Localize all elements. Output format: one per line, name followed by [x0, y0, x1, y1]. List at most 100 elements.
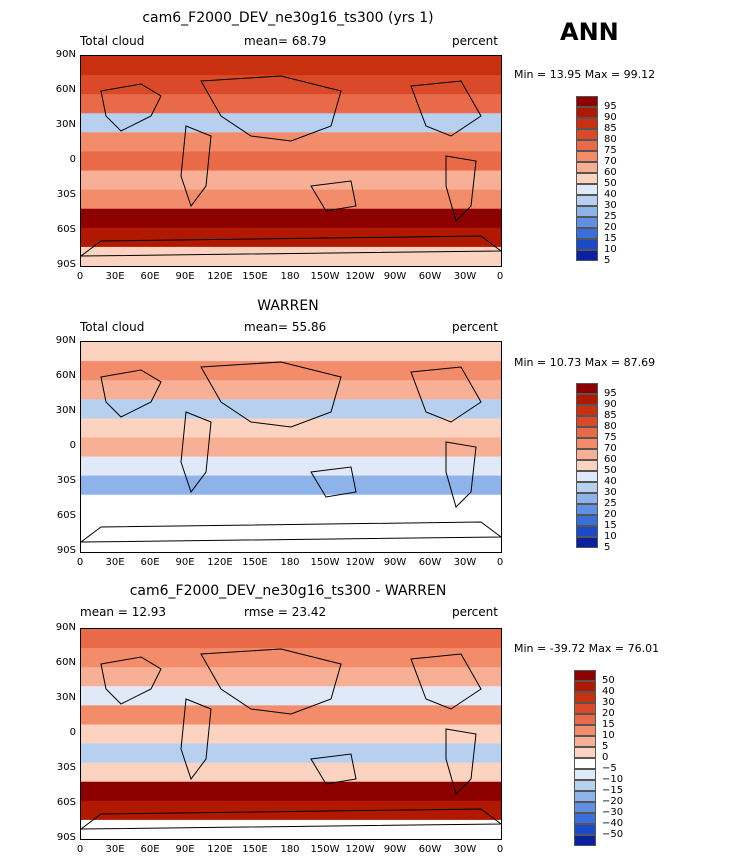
- panel-1-center-label: mean= 68.79: [244, 34, 327, 48]
- colorbar-swatch: [574, 758, 596, 769]
- colorbar-swatch: [574, 769, 596, 780]
- colorbar-swatch: [574, 747, 596, 758]
- colorbar-swatch: [576, 96, 598, 107]
- colorbar-swatch: [576, 217, 598, 228]
- colorbar-swatch: [574, 725, 596, 736]
- y-tick-label: 60S: [56, 797, 76, 808]
- coastline: [81, 235, 501, 257]
- coastline: [410, 80, 482, 137]
- colorbar-swatch: [576, 184, 598, 195]
- x-tick-label: 180: [280, 271, 300, 282]
- colorbar-level-label: 25: [604, 211, 617, 222]
- field-band: [81, 380, 501, 401]
- colorbar-level-label: −50: [602, 829, 624, 840]
- colorbar-swatch: [576, 383, 598, 394]
- coastline: [445, 728, 477, 795]
- y-tick-label: 0: [69, 440, 76, 451]
- annual-label: ANN: [560, 18, 619, 46]
- x-tick-label: 60W: [418, 271, 442, 282]
- y-tick-label: 90N: [55, 49, 76, 60]
- colorbar-swatch: [574, 714, 596, 725]
- colorbar-level-label: 15: [604, 233, 617, 244]
- colorbar-level-label: 5: [602, 741, 609, 752]
- colorbar-swatch: [576, 250, 598, 261]
- field-band: [81, 246, 501, 266]
- field-band: [81, 342, 501, 363]
- x-tick-label: 150E: [242, 844, 268, 855]
- colorbar-level-label: 15: [602, 719, 615, 730]
- colorbar-level-label: 5: [604, 542, 611, 553]
- colorbar-swatch: [576, 405, 598, 416]
- y-tick-label: 60N: [55, 84, 76, 95]
- colorbar-level-label: 30: [604, 487, 617, 498]
- colorbar-level-label: 75: [604, 432, 617, 443]
- x-tick-label: 0: [76, 271, 84, 282]
- colorbar-swatch: [574, 736, 596, 747]
- colorbar-swatch: [574, 681, 596, 692]
- field-band: [81, 800, 501, 821]
- colorbar-swatch: [576, 195, 598, 206]
- y-tick-label: 30N: [55, 405, 76, 416]
- coastline: [410, 366, 482, 423]
- panel-2-map: [80, 341, 502, 553]
- field-band: [81, 667, 501, 688]
- colorbar-level-label: 50: [602, 675, 615, 686]
- y-tick-label: 90N: [55, 622, 76, 633]
- colorbar-level-label: 40: [602, 686, 615, 697]
- y-tick-label: 90S: [56, 259, 76, 270]
- field-band: [81, 361, 501, 382]
- field-band: [81, 208, 501, 229]
- panel-1-left-label: Total cloud: [80, 34, 145, 48]
- colorbar-swatch: [576, 526, 598, 537]
- x-tick-label: 0: [496, 271, 504, 282]
- colorbar-swatch: [574, 692, 596, 703]
- y-tick-label: 30S: [56, 475, 76, 486]
- field-band: [81, 648, 501, 669]
- y-tick-label: 60S: [56, 510, 76, 521]
- colorbar-swatch: [576, 515, 598, 526]
- y-tick-label: 0: [69, 727, 76, 738]
- x-tick-label: 90W: [383, 271, 407, 282]
- colorbar-swatch: [576, 129, 598, 140]
- colorbar-level-label: 10: [604, 244, 617, 255]
- colorbar-level-label: 95: [604, 101, 617, 112]
- colorbar-swatch: [576, 107, 598, 118]
- panel-2-left-label: Total cloud: [80, 320, 145, 334]
- field-band: [81, 532, 501, 552]
- panel-1-title: cam6_F2000_DEV_ne30g16_ts300 (yrs 1): [142, 10, 434, 26]
- colorbar-swatch: [576, 482, 598, 493]
- coastline: [310, 466, 357, 498]
- x-tick-label: 120W: [345, 271, 375, 282]
- field-band: [81, 724, 501, 745]
- panel-3-left-label: mean = 12.93: [80, 605, 167, 619]
- colorbar-swatch: [574, 802, 596, 813]
- colorbar-swatch: [576, 239, 598, 250]
- colorbar-swatch: [574, 791, 596, 802]
- colorbar-level-label: 60: [604, 167, 617, 178]
- field-band: [81, 170, 501, 191]
- colorbar-level-label: −20: [602, 796, 624, 807]
- colorbar-swatch: [576, 449, 598, 460]
- colorbar-swatch: [576, 416, 598, 427]
- x-tick-label: 60E: [140, 557, 160, 568]
- x-tick-label: 0: [76, 557, 84, 568]
- coastline: [310, 753, 357, 785]
- x-tick-label: 90W: [383, 844, 407, 855]
- colorbar-level-label: 30: [604, 200, 617, 211]
- colorbar-swatch: [576, 493, 598, 504]
- colorbar-swatch: [576, 206, 598, 217]
- coastline: [445, 155, 477, 222]
- coastline: [445, 441, 477, 508]
- colorbar-level-label: 95: [604, 388, 617, 399]
- panel-3-title: cam6_F2000_DEV_ne30g16_ts300 - WARREN: [129, 583, 447, 599]
- colorbar-swatch: [576, 173, 598, 184]
- colorbar-level-label: −15: [602, 785, 624, 796]
- x-tick-label: 30W: [453, 271, 477, 282]
- colorbar-level-label: 25: [604, 498, 617, 509]
- x-tick-label: 180: [280, 557, 300, 568]
- y-tick-label: 90S: [56, 832, 76, 843]
- colorbar-swatch: [574, 670, 596, 681]
- coastline: [100, 369, 162, 418]
- field-band: [81, 75, 501, 96]
- panel-2-minmax: Min = 10.73 Max = 87.69: [514, 356, 656, 369]
